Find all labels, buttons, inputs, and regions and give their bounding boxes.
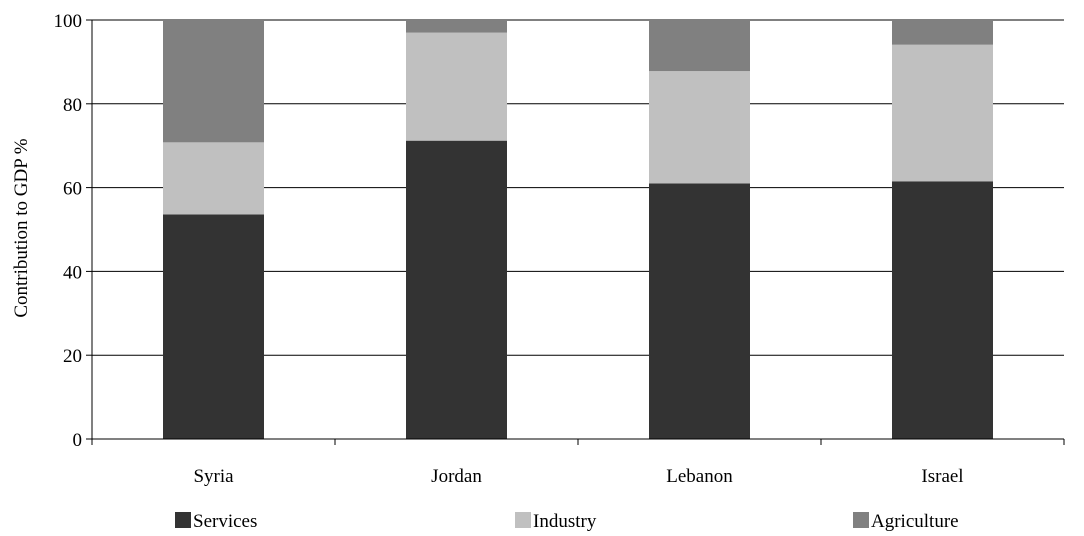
bar-industry-jordan — [406, 32, 507, 141]
x-tick-label: Syria — [193, 466, 234, 487]
y-tick-label: 0 — [73, 430, 83, 451]
x-tick-label: Jordan — [431, 466, 482, 487]
legend-swatch-industry — [515, 512, 531, 528]
y-tick-label: 20 — [63, 346, 82, 367]
bar-industry-israel — [892, 44, 993, 182]
bar-agriculture-jordan — [406, 20, 507, 33]
legend-label-agriculture: Agriculture — [871, 511, 959, 531]
y-axis-title: Contribution to GDP % — [11, 138, 32, 317]
x-tick-label: Lebanon — [666, 466, 733, 487]
y-tick-label: 80 — [63, 95, 82, 116]
bar-industry-syria — [163, 142, 264, 215]
legend-swatch-agriculture — [853, 512, 869, 528]
y-tick-label: 100 — [54, 11, 83, 32]
bar-agriculture-israel — [892, 20, 993, 45]
y-tick-label: 60 — [63, 179, 82, 200]
legend: Services Industry Agriculture — [175, 511, 959, 532]
axes: 0 20 40 60 80 100 Syria Jordan Lebanon Israel — [54, 11, 1065, 487]
bar-agriculture-lebanon — [649, 20, 750, 72]
y-tick-label: 40 — [63, 262, 82, 283]
bar-industry-lebanon — [649, 71, 750, 184]
bar-services-israel — [892, 181, 993, 439]
x-tick-label: Israel — [921, 466, 963, 487]
bar-services-lebanon — [649, 183, 750, 439]
bars — [163, 20, 993, 439]
legend-label-services: Services — [193, 511, 257, 531]
legend-label-industry: Industry — [533, 511, 597, 531]
bar-services-syria — [163, 214, 264, 439]
bar-agriculture-syria — [163, 20, 264, 143]
bar-services-jordan — [406, 140, 507, 439]
legend-swatch-services — [175, 512, 191, 528]
